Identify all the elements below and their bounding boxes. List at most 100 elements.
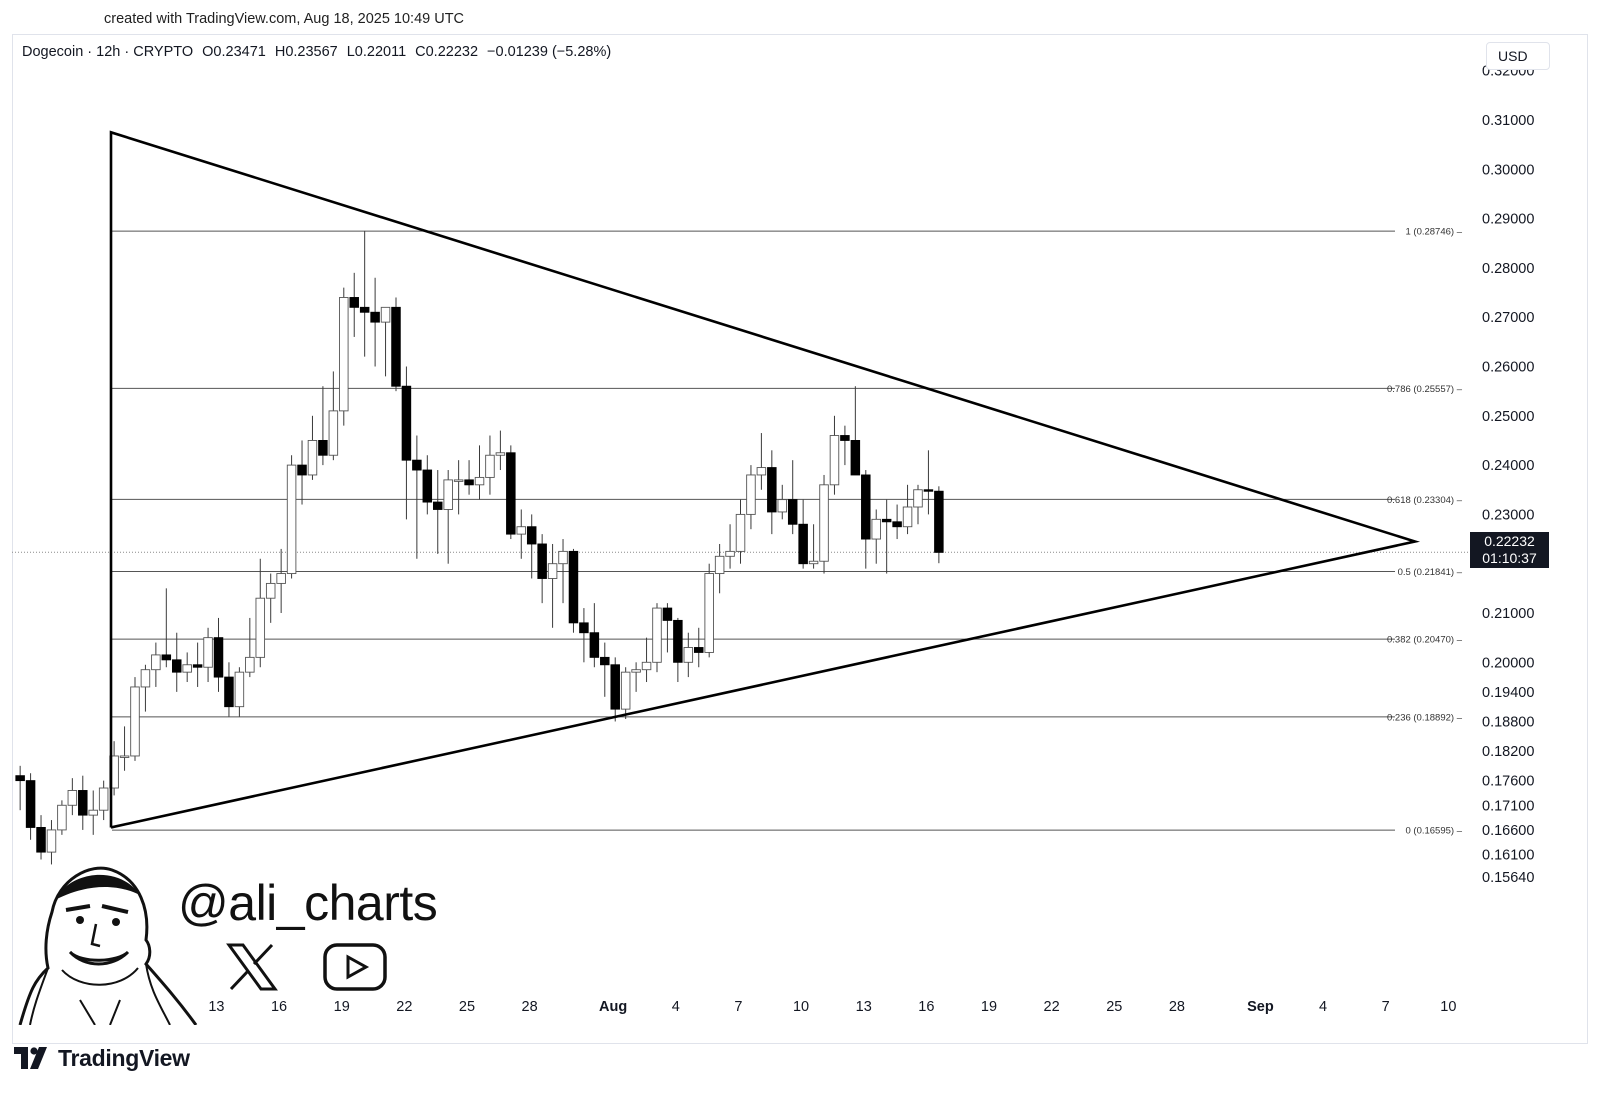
candle-down bbox=[359, 306, 370, 313]
candle-up bbox=[119, 755, 130, 758]
x-axis-tick: 19 bbox=[334, 999, 350, 1015]
candle-up bbox=[443, 479, 453, 510]
candle-down bbox=[589, 632, 600, 658]
avatar-icon bbox=[18, 866, 198, 1025]
fib-level-label: 1 (0.28746) – bbox=[1405, 227, 1462, 238]
candle-down bbox=[25, 780, 36, 828]
x-axis-tick: 13 bbox=[856, 999, 872, 1015]
youtube-icon bbox=[323, 943, 387, 991]
candle-down bbox=[693, 647, 704, 653]
candle-up bbox=[652, 607, 662, 663]
candle-up bbox=[756, 467, 767, 476]
candle-up bbox=[328, 410, 339, 456]
candle-up bbox=[130, 686, 140, 757]
candle-up bbox=[516, 526, 527, 535]
y-axis-tick: 0.16100 bbox=[1482, 848, 1534, 864]
y-axis-tick: 0.29000 bbox=[1482, 212, 1534, 228]
candle-down bbox=[662, 607, 673, 621]
candle-down bbox=[850, 440, 861, 476]
fib-level-label: 0.236 (0.18892) – bbox=[1387, 712, 1463, 723]
watermark-handle: @ali_charts bbox=[178, 875, 438, 931]
candle-down bbox=[412, 459, 422, 471]
candle-down bbox=[15, 775, 25, 782]
x-axis-tick: 10 bbox=[1440, 999, 1456, 1015]
y-axis-tick: 0.19400 bbox=[1482, 685, 1534, 701]
candle-up bbox=[913, 489, 923, 508]
candle-down bbox=[506, 452, 516, 535]
candle-down bbox=[192, 664, 203, 668]
candle-up bbox=[704, 573, 714, 653]
fib-level-label: 0.382 (0.20470) – bbox=[1387, 635, 1463, 646]
candle-down bbox=[934, 490, 944, 553]
candle-down bbox=[610, 664, 620, 710]
candle-up bbox=[641, 661, 652, 671]
candle-up bbox=[631, 669, 641, 673]
candle-up bbox=[735, 513, 746, 552]
candle-up bbox=[234, 671, 245, 708]
candle-up bbox=[547, 563, 558, 579]
fib-level-label: 0.5 (0.21841) – bbox=[1398, 567, 1463, 578]
candle-up bbox=[829, 435, 840, 486]
candle-up bbox=[495, 452, 506, 456]
candle-up bbox=[245, 656, 255, 673]
candle-down bbox=[78, 790, 88, 816]
tradingview-mark-icon bbox=[14, 1047, 47, 1069]
bar-countdown: 01:10:37 bbox=[1482, 550, 1537, 566]
candle-down bbox=[579, 622, 589, 634]
x-axis-tick: 22 bbox=[1044, 999, 1060, 1015]
y-axis-tick: 0.17100 bbox=[1482, 798, 1534, 814]
candle-up bbox=[777, 499, 788, 513]
y-axis-tick: 0.27000 bbox=[1482, 310, 1534, 326]
ohlc-close: C0.22232 bbox=[415, 44, 479, 60]
fib-level-label: 0.786 (0.25557) – bbox=[1387, 384, 1463, 395]
candle-down bbox=[881, 518, 892, 523]
candle-down bbox=[171, 659, 182, 673]
candle-down bbox=[349, 297, 359, 308]
candle-up bbox=[140, 669, 151, 688]
y-axis-tick: 0.15640 bbox=[1482, 870, 1534, 886]
social-icons bbox=[226, 942, 388, 992]
candle-up bbox=[339, 297, 349, 412]
candle-up bbox=[67, 790, 78, 806]
fib-level-label: 0 (0.16595) – bbox=[1405, 826, 1462, 837]
candle-up bbox=[98, 787, 109, 811]
candle-up bbox=[558, 550, 568, 565]
candle-down bbox=[297, 464, 307, 476]
x-logo-icon bbox=[226, 943, 278, 991]
candle-up bbox=[276, 573, 286, 584]
candle-down bbox=[787, 499, 798, 525]
x-axis-tick: 19 bbox=[981, 999, 997, 1015]
candle-up bbox=[725, 550, 735, 557]
candle-down bbox=[422, 469, 433, 503]
candle-up bbox=[871, 518, 881, 540]
y-axis-tick: 0.21000 bbox=[1482, 606, 1534, 622]
candle-up bbox=[286, 464, 297, 575]
candle-up bbox=[714, 555, 725, 575]
candle-up bbox=[485, 454, 495, 478]
symbol-name: Dogecoin · 12h · CRYPTO bbox=[22, 44, 194, 60]
candle-down bbox=[537, 543, 547, 579]
y-axis-tick: 0.16600 bbox=[1482, 823, 1534, 839]
last-price-value: 0.22232 bbox=[1484, 533, 1535, 549]
candle-up bbox=[902, 506, 913, 528]
candle-down bbox=[401, 385, 412, 461]
candle-down bbox=[892, 521, 902, 528]
tradingview-logo[interactable]: TradingView bbox=[14, 1043, 190, 1073]
candle-down bbox=[318, 440, 328, 456]
candle-down bbox=[767, 467, 777, 513]
y-axis-tick: 0.20000 bbox=[1482, 655, 1534, 671]
ohlc-open: O0.23471 bbox=[202, 44, 266, 60]
x-axis-tick: Aug bbox=[599, 999, 627, 1015]
ohlc-change: −0.01239 (−5.28%) bbox=[487, 44, 612, 60]
candle-down bbox=[861, 474, 871, 540]
x-axis-tick: Sep bbox=[1247, 999, 1274, 1015]
x-axis-tick: 28 bbox=[522, 999, 538, 1015]
y-axis-tick: 0.31000 bbox=[1482, 113, 1534, 129]
candle-down bbox=[798, 523, 808, 565]
y-axis-tick: 0.17600 bbox=[1482, 774, 1534, 790]
candle-up bbox=[307, 440, 318, 476]
y-axis-tick: 0.18200 bbox=[1482, 744, 1534, 760]
currency-button[interactable]: USD bbox=[1486, 42, 1550, 70]
candle-up bbox=[808, 560, 819, 565]
